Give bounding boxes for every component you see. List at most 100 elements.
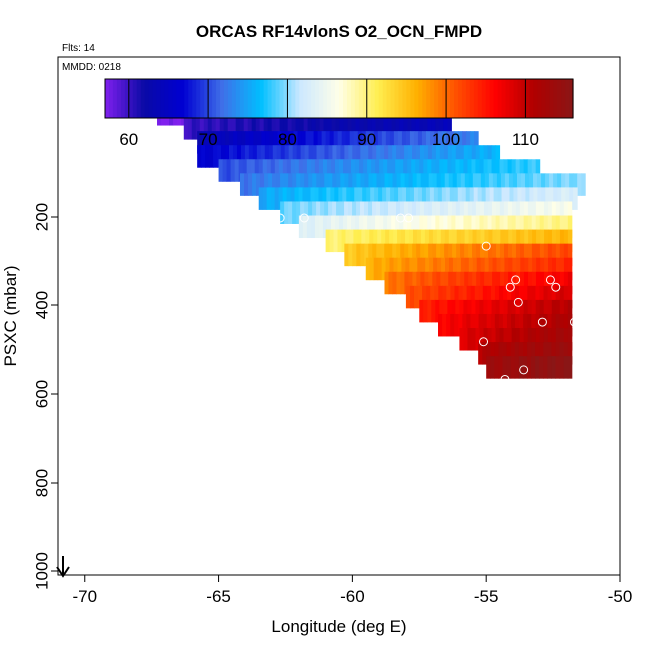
heatmap-cell [527, 215, 533, 239]
heatmap-cell [392, 173, 398, 196]
colorbar-strip [477, 79, 483, 118]
heatmap-cell [191, 117, 197, 140]
heatmap-cell [467, 145, 473, 168]
heatmap-cell [476, 173, 482, 196]
heatmap-cell [391, 159, 396, 182]
colorbar-strip [465, 79, 471, 118]
heatmap-cell [475, 215, 480, 239]
heatmap-row [478, 342, 573, 365]
heatmap-cell [486, 285, 492, 309]
heatmap-cell [555, 243, 561, 267]
heatmap-cell [377, 257, 383, 281]
heatmap-cell [531, 243, 537, 267]
heatmap-cell [547, 285, 553, 309]
heatmap-cell [440, 173, 446, 196]
heatmap-cell [438, 285, 443, 309]
heatmap-cell [539, 356, 544, 379]
heatmap-cell [473, 187, 479, 210]
colorbar-strip [243, 79, 249, 118]
heatmap-cell [385, 257, 391, 281]
heatmap-cell [392, 201, 397, 224]
heatmap-cell [409, 285, 415, 309]
heatmap-row [298, 215, 573, 239]
heatmap-cell [374, 187, 379, 210]
heatmap-cell [339, 159, 344, 182]
heatmap-cell [512, 271, 517, 295]
colorbar-strip [362, 79, 368, 118]
heatmap-cell [392, 243, 397, 267]
heatmap-cell [506, 356, 512, 379]
heatmap-cell [434, 131, 439, 154]
colorbar-strip [239, 79, 245, 118]
heatmap-cell [419, 159, 424, 182]
heatmap-cell [250, 159, 256, 182]
heatmap-cell [409, 187, 415, 210]
heatmap-cell [535, 299, 541, 323]
heatmap-cell [445, 257, 450, 281]
heatmap-cell [515, 215, 521, 239]
heatmap-cell [247, 117, 253, 140]
colorbar-strip [235, 79, 241, 118]
heatmap-cell [412, 243, 417, 267]
heatmap-cell [205, 145, 210, 168]
heatmap-cell [403, 117, 408, 140]
heatmap-cell [540, 257, 545, 281]
heatmap-cell [424, 229, 430, 253]
down-arrow-icon [56, 556, 70, 578]
colorbar-strip [255, 79, 261, 118]
heatmap-cell [567, 285, 573, 309]
heatmap-cell [371, 117, 377, 140]
heatmap-cell [234, 159, 240, 182]
colorbar-strip [565, 79, 570, 118]
observation-point [545, 275, 555, 285]
heatmap-cell [262, 159, 268, 182]
heatmap-cell [504, 229, 509, 253]
heatmap-cell [487, 215, 493, 239]
heatmap-cell [466, 285, 472, 309]
heatmap-cell [552, 257, 557, 281]
heatmap-cell [463, 299, 468, 323]
heatmap-cell [325, 229, 331, 253]
heatmap-cell [543, 271, 549, 295]
heatmap-cell [328, 173, 333, 196]
colorbar-strip [279, 79, 285, 118]
heatmap-cell [197, 145, 202, 168]
heatmap-cell [452, 229, 458, 253]
heatmap-cell [335, 117, 341, 140]
heatmap-cell [371, 159, 376, 182]
heatmap-cell [472, 271, 477, 295]
heatmap-cell [412, 271, 417, 295]
y-tick-label: 1000 [32, 552, 51, 590]
heatmap-cell [527, 299, 533, 323]
heatmap-cell [551, 299, 557, 323]
heatmap-cell [507, 243, 513, 267]
heatmap-cell [239, 173, 245, 196]
heatmap-cell [347, 117, 353, 140]
colorbar-strip [192, 79, 197, 118]
heatmap-cell [280, 145, 286, 168]
heatmap-cell [435, 201, 441, 224]
heatmap-cell [443, 145, 449, 168]
heatmap-cell [338, 187, 343, 210]
heatmap-cell [517, 187, 522, 210]
heatmap-cell [535, 285, 540, 309]
heatmap-cell [296, 145, 302, 168]
heatmap-cell [327, 117, 333, 140]
heatmap-cell [360, 173, 365, 196]
heatmap-cell [539, 299, 545, 323]
heatmap-cell [527, 271, 533, 295]
heatmap-cell [563, 328, 569, 351]
heatmap-cell [379, 117, 384, 140]
heatmap-cell [318, 159, 324, 182]
heatmap-cell [458, 313, 463, 337]
heatmap-cell [436, 271, 441, 295]
colorbar-strip [311, 79, 316, 118]
heatmap-cell [487, 159, 493, 182]
heatmap-cell [384, 201, 389, 224]
heatmap-cell [262, 187, 268, 210]
heatmap-cell [488, 257, 494, 281]
heatmap-cell [429, 257, 434, 281]
heatmap-cell [328, 145, 333, 168]
heatmap-cell [490, 313, 496, 337]
heatmap-cell [341, 131, 347, 154]
